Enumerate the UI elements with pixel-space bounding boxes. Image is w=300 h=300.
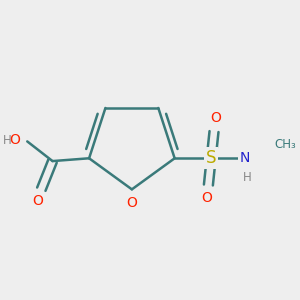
Text: H: H bbox=[243, 171, 252, 184]
Text: O: O bbox=[202, 191, 212, 205]
Text: O: O bbox=[32, 194, 44, 208]
Text: S: S bbox=[206, 149, 217, 167]
Text: O: O bbox=[210, 111, 221, 125]
Text: CH₃: CH₃ bbox=[274, 138, 296, 151]
Text: O: O bbox=[126, 196, 137, 209]
Text: H: H bbox=[3, 134, 12, 146]
Text: N: N bbox=[240, 151, 250, 165]
Text: O: O bbox=[9, 133, 20, 147]
